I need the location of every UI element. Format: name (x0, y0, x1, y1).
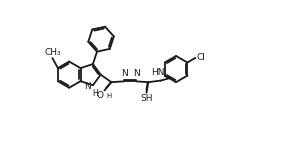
Text: N: N (133, 69, 140, 78)
Text: H: H (92, 89, 98, 98)
Text: CH₃: CH₃ (44, 48, 61, 56)
Text: SH: SH (140, 94, 153, 103)
Text: H: H (106, 93, 111, 99)
Text: Cl: Cl (196, 53, 205, 62)
Text: HN: HN (152, 68, 165, 77)
Text: N: N (84, 82, 91, 91)
Text: N: N (121, 69, 128, 78)
Text: O: O (97, 91, 104, 100)
